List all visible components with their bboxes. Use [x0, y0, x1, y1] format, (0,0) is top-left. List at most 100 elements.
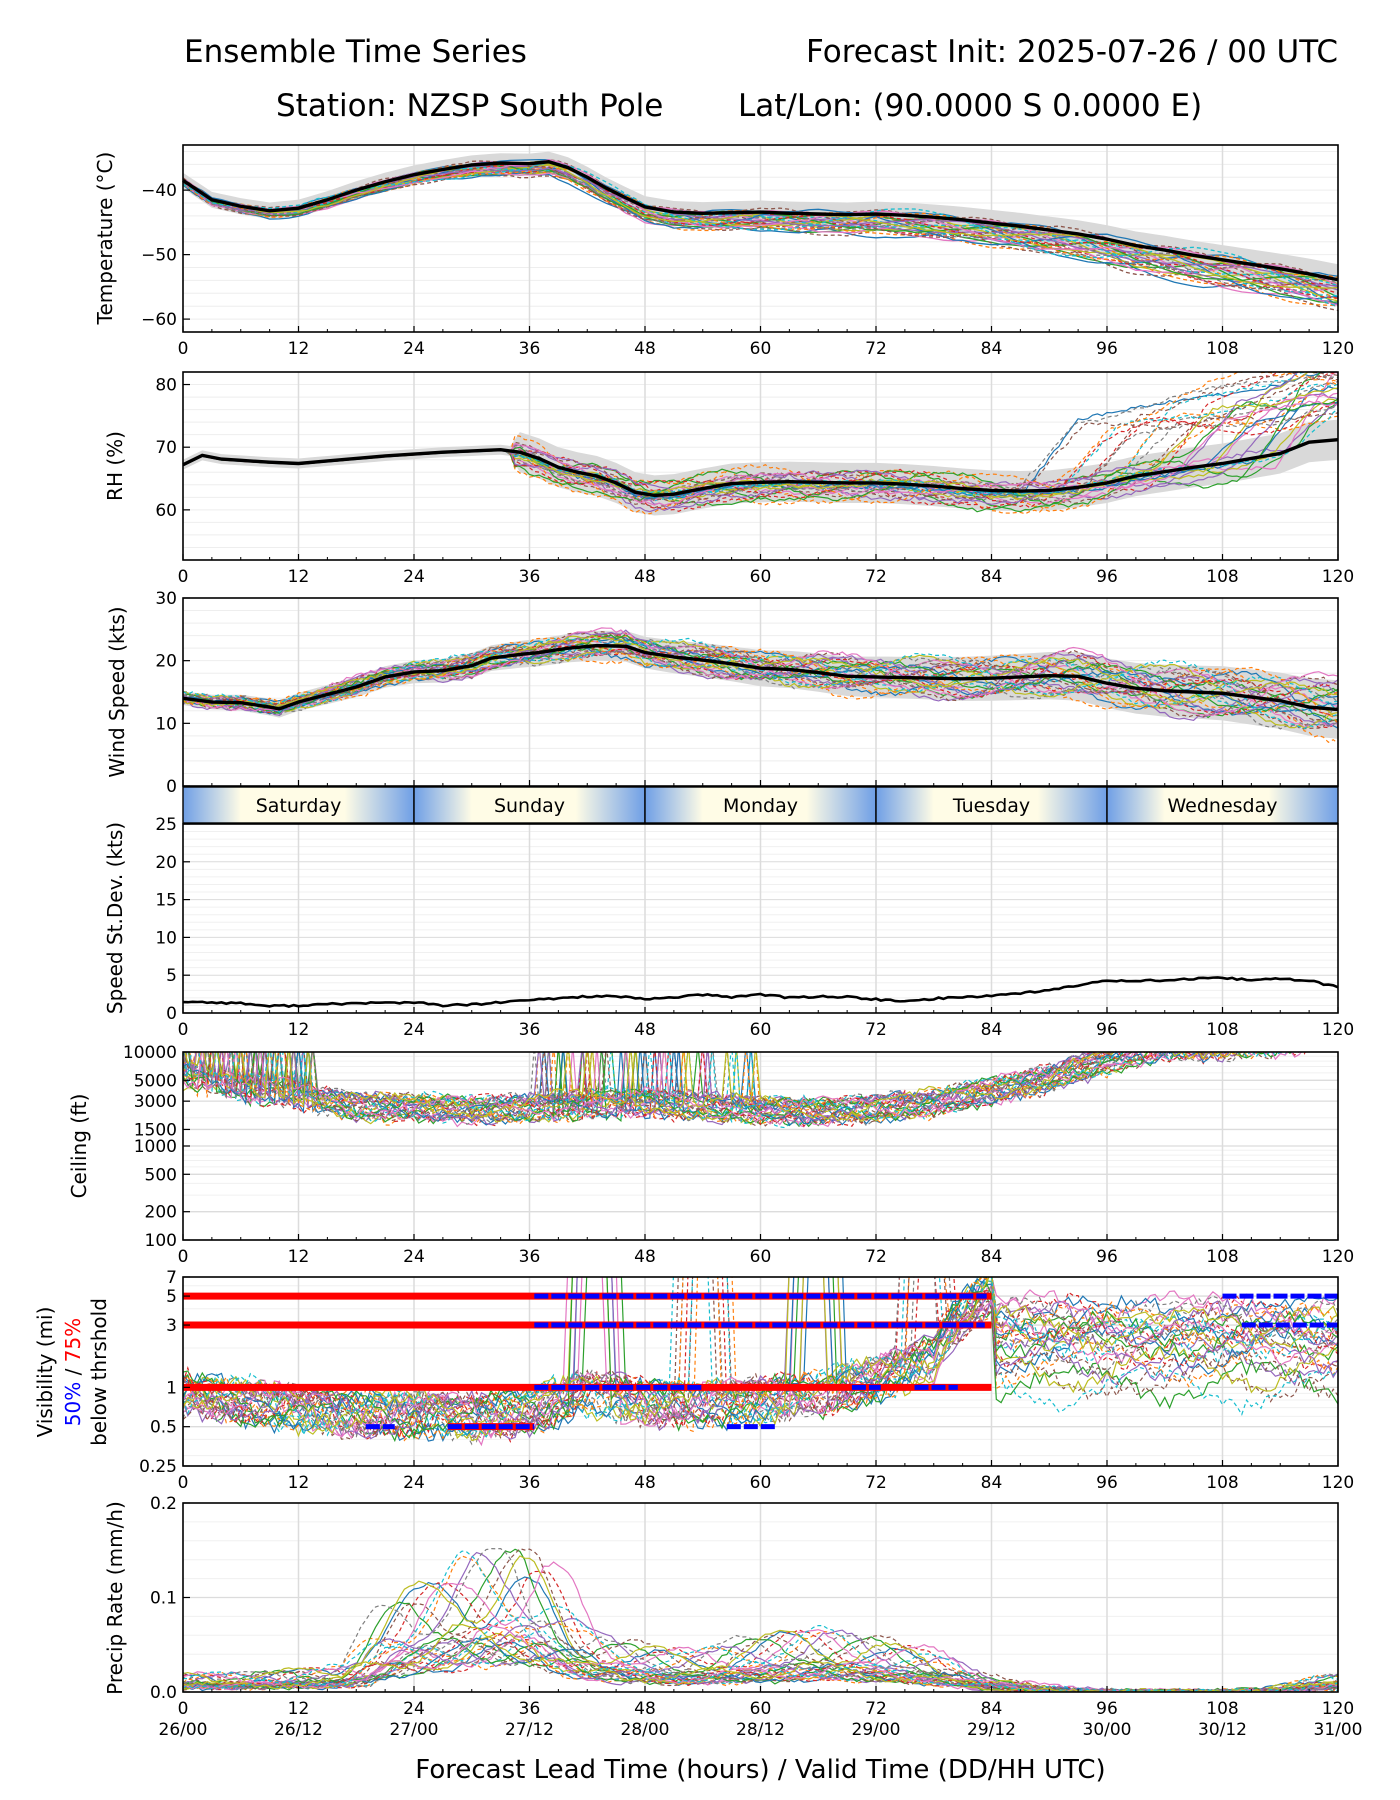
x-tick-label: 0	[178, 1020, 189, 1040]
y-tick-label: 60	[155, 501, 177, 521]
x-tick-label: 72	[865, 1473, 887, 1493]
x-tick-label: 108	[1206, 1699, 1238, 1719]
figure-title: Ensemble Time Series	[184, 34, 527, 70]
x-tick-label: 96	[1096, 567, 1118, 587]
y-axis-label: Visibility (mi)	[33, 1307, 57, 1438]
x-tick-label: 108	[1206, 339, 1238, 359]
y-tick-label: 5	[166, 966, 177, 986]
precip-members	[183, 1547, 1338, 1692]
member-line	[183, 1637, 1338, 1692]
x-tick-label: 24	[403, 1473, 425, 1493]
x-tick-label: 72	[865, 567, 887, 587]
valid-time-label: 26/00	[159, 1720, 208, 1740]
y-tick-label: 15	[155, 891, 177, 911]
valid-time-label: 27/00	[390, 1720, 439, 1740]
y-tick-label: 20	[155, 853, 177, 873]
x-tick-label: 36	[519, 339, 541, 359]
y-axis-label: Wind Speed (kts)	[105, 606, 129, 777]
member-line	[183, 1277, 1338, 1439]
x-tick-label: 120	[1322, 1247, 1354, 1267]
x-tick-label: 60	[750, 1020, 772, 1040]
y-axis-label: Temperature (°C)	[93, 152, 117, 326]
y-tick-label: 0	[166, 1004, 177, 1024]
member-line	[183, 1277, 1338, 1442]
x-tick-label: 24	[403, 567, 425, 587]
x-tick-label: 72	[865, 1699, 887, 1719]
x-tick-label: 48	[634, 1247, 656, 1267]
member-line	[183, 1052, 1271, 1122]
x-tick-label: 84	[981, 1247, 1003, 1267]
x-tick-label: 24	[403, 1020, 425, 1040]
valid-time-label: 30/00	[1083, 1720, 1132, 1740]
ensemble-mean-line	[182, 160, 1339, 282]
member-line	[183, 640, 1338, 729]
y-axis-label: Precip Rate (mm/h)	[103, 1501, 127, 1695]
valid-time-label: 29/12	[967, 1720, 1016, 1740]
rh-panel: 0 12 24 36 48 60 72 84 96 108 120 60 70 80 RH (%)	[103, 371, 1354, 587]
x-tick-label: 108	[1206, 1247, 1238, 1267]
ensemble-mean-line	[182, 437, 1339, 498]
member-line	[183, 1277, 1338, 1436]
member-line	[183, 1052, 1306, 1126]
member-line	[183, 1618, 1338, 1692]
y-tick-label: 1500	[134, 1120, 177, 1140]
panel-frame	[182, 823, 1339, 1014]
day-cell	[182, 786, 415, 824]
member-line	[183, 1634, 1338, 1692]
member-line	[183, 1550, 1338, 1692]
member-line	[183, 1052, 1207, 1124]
panel-frame	[182, 1051, 1339, 1241]
y-tick-label: 25	[155, 815, 177, 835]
x-tick-label: 96	[1096, 1473, 1118, 1493]
y-tick-label: 0.1	[150, 1589, 177, 1609]
x-tick-label: 96	[1096, 1247, 1118, 1267]
y-tick-label: 1000	[134, 1137, 177, 1157]
x-tick-label: 36	[519, 1473, 541, 1493]
member-line	[183, 372, 1338, 515]
valid-time-label: 28/12	[736, 1720, 785, 1740]
x-tick-label: 36	[519, 1247, 541, 1267]
member-line	[184, 1052, 1229, 1122]
x-tick-label: 120	[1322, 1699, 1354, 1719]
member-line	[183, 1277, 1338, 1441]
member-line	[183, 1623, 1338, 1692]
member-line	[183, 372, 1338, 509]
member-line	[183, 1619, 1338, 1692]
member-line	[183, 380, 1338, 503]
x-axis-title: Forecast Lead Time (hours) / Valid Time …	[415, 1755, 1105, 1785]
y-tick-label: 3	[166, 1316, 177, 1336]
y-tick-label: −60	[141, 310, 177, 330]
member-line	[183, 1277, 1338, 1446]
x-tick-label: 120	[1322, 1020, 1354, 1040]
y-tick-label: 70	[155, 438, 177, 458]
y-tick-label: 0.2	[150, 1494, 177, 1514]
x-tick-label: 48	[634, 567, 656, 587]
x-tick-label: 0	[178, 1473, 189, 1493]
p50-label: 50%	[61, 1382, 85, 1426]
member-line	[183, 1277, 1338, 1447]
x-tick-label: 72	[865, 1247, 887, 1267]
valid-time-label: 26/12	[274, 1720, 323, 1740]
y-tick-label: 5	[166, 1287, 177, 1307]
x-tick-label: 96	[1096, 1699, 1118, 1719]
y-tick-label: 10	[155, 928, 177, 948]
member-line	[183, 161, 1338, 307]
y-tick-label: 10	[155, 714, 177, 734]
y-tick-label: 80	[155, 376, 177, 396]
y-tick-label: 30	[155, 589, 177, 609]
y-axis-label: Ceiling (ft)	[67, 1094, 91, 1199]
temperature-panel: 0 12 24 36 48 60 72 84 96 108 120 −40 −50 −60 Temperat…	[93, 144, 1354, 359]
member-line	[183, 408, 1338, 495]
member-line	[183, 170, 1338, 286]
member-line	[183, 1277, 1338, 1440]
x-tick-label: 60	[750, 1699, 772, 1719]
day-label: Saturday	[256, 795, 342, 817]
x-tick-label: 48	[634, 339, 656, 359]
station-label: Station: NZSP South Pole	[276, 88, 664, 124]
panel-frame	[182, 144, 1339, 333]
x-tick-label: 0	[178, 1699, 189, 1719]
y-tick-label: 0	[166, 777, 177, 797]
x-tick-label: 84	[981, 1473, 1003, 1493]
